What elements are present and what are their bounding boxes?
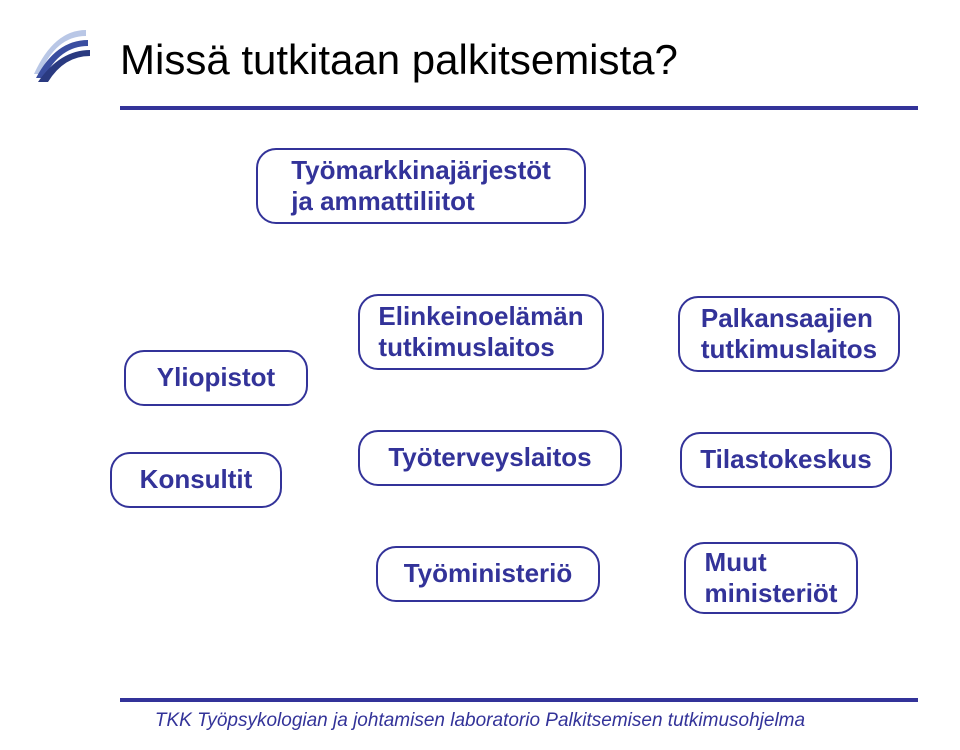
- node-muut: Muut ministeriöt: [684, 542, 858, 614]
- page-title: Missä tutkitaan palkitsemista?: [120, 36, 678, 84]
- node-tyom: Työministeriö: [376, 546, 600, 602]
- node-yli: Yliopistot: [124, 350, 308, 406]
- node-top: Työmarkkinajärjestöt ja ammattiliitot: [256, 148, 586, 224]
- node-tyot: Työterveyslaitos: [358, 430, 622, 486]
- node-til: Tilastokeskus: [680, 432, 892, 488]
- slide: Missä tutkitaan palkitsemista? Työmarkki…: [0, 0, 960, 750]
- node-kon: Konsultit: [110, 452, 282, 508]
- node-palk: Palkansaajien tutkimuslaitos: [678, 296, 900, 372]
- title-rule: [120, 106, 918, 110]
- footer-rule: [120, 698, 918, 702]
- node-elin: Elinkeinoelämän tutkimuslaitos: [358, 294, 604, 370]
- footer-text: TKK Työpsykologian ja johtamisen laborat…: [0, 710, 960, 732]
- logo: [26, 20, 96, 90]
